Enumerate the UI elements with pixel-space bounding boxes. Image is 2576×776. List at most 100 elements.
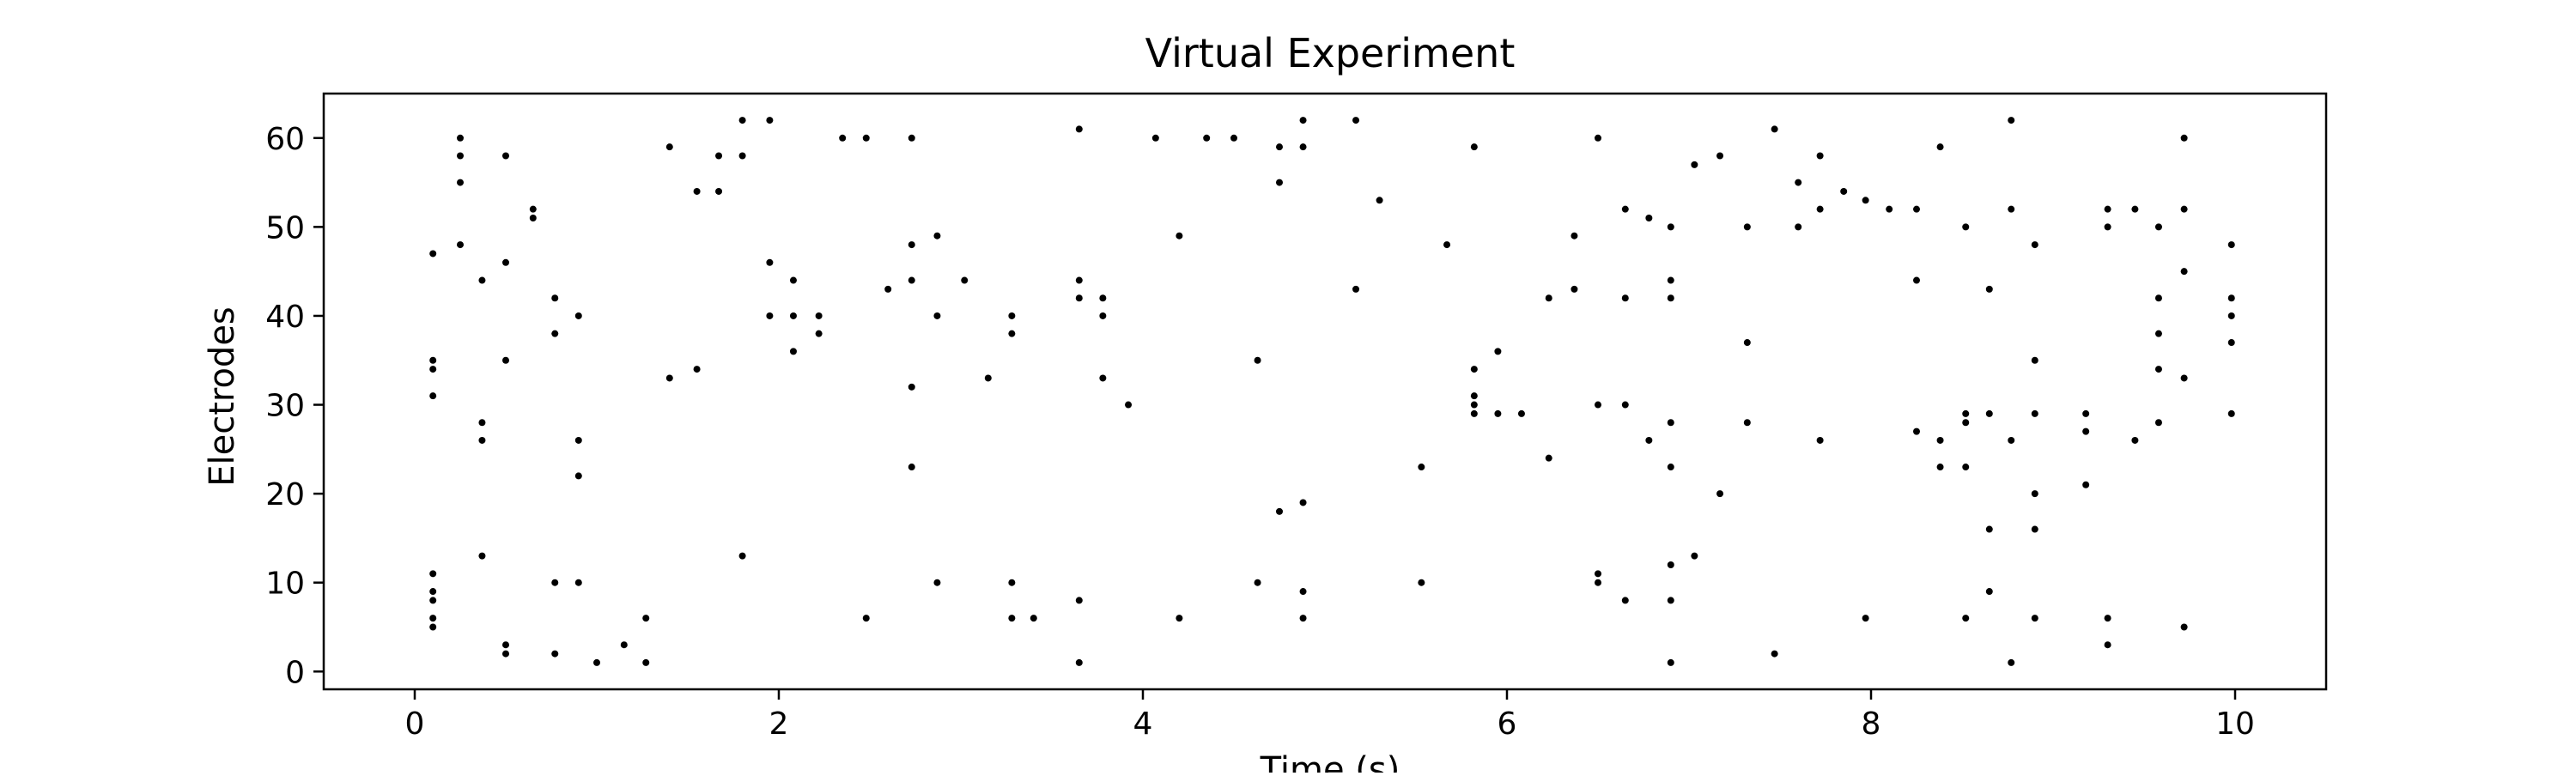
spike-point [2227, 241, 2235, 249]
spike-point [2104, 205, 2111, 213]
spike-point [1099, 294, 1107, 302]
spike-point [1030, 615, 1037, 622]
spike-point [2180, 268, 2188, 276]
spike-point [1913, 205, 1920, 213]
spike-point [715, 152, 723, 160]
spike-point [1470, 401, 1478, 409]
spike-point [715, 187, 723, 195]
spike-point [1008, 579, 1016, 586]
spike-point [1621, 597, 1629, 604]
x-tick-label: 8 [1862, 706, 1881, 742]
spike-point [1985, 525, 1993, 533]
spike-point [738, 552, 746, 560]
spike-point [2227, 294, 2235, 302]
x-tick-label: 10 [2215, 706, 2255, 742]
spike-point [1771, 650, 1778, 658]
spike-point [1075, 294, 1083, 302]
spike-point [2227, 312, 2235, 319]
spike-point [1962, 409, 1970, 417]
spike-point [642, 658, 650, 666]
spike-point [1470, 366, 1478, 373]
spike-point [2104, 223, 2111, 231]
y-axis-ticks: 0 10 20 30 40 50 60 [265, 122, 324, 690]
spike-point [815, 312, 823, 319]
spike-point [1470, 392, 1478, 400]
spike-point [478, 552, 486, 560]
plot-frame [322, 92, 2328, 691]
spike-point [1840, 187, 1848, 195]
spike-point [1254, 579, 1261, 586]
spike-point [551, 330, 559, 337]
spike-point [2180, 374, 2188, 382]
spike-point [1545, 454, 1552, 462]
spike-point [1913, 427, 1920, 435]
spike-point [1621, 401, 1629, 409]
y-tick-label: 20 [265, 477, 305, 512]
spike-point [933, 312, 941, 319]
spike-point [1667, 223, 1674, 231]
spike-point [1517, 409, 1525, 417]
spike-point [1176, 615, 1183, 622]
spike-point [2180, 623, 2188, 631]
spike-point [1008, 615, 1016, 622]
spike-point [574, 472, 582, 480]
spike-point [1299, 117, 1307, 124]
spike-point [2104, 615, 2111, 622]
spike-point [1621, 205, 1629, 213]
spike-point [908, 383, 915, 391]
spike-point [2082, 481, 2090, 488]
spike-point [429, 392, 437, 400]
spike-point [1299, 588, 1307, 596]
spike-point [766, 312, 774, 319]
spike-point [1008, 312, 1016, 319]
spike-point [1645, 215, 1653, 222]
spike-point [2008, 117, 2015, 124]
spike-point [502, 650, 509, 658]
spike-point [738, 152, 746, 160]
spike-point [457, 241, 464, 249]
spike-point [1862, 615, 1869, 622]
spike-point [1099, 374, 1107, 382]
spike-point [457, 179, 464, 186]
spike-point [2227, 409, 2235, 417]
spike-point [908, 464, 915, 471]
spike-point [620, 641, 628, 649]
spike-point [2082, 409, 2090, 417]
spike-point [1494, 409, 1502, 417]
spike-point [1936, 436, 1944, 444]
spike-point [1595, 134, 1601, 142]
spike-point [593, 658, 600, 666]
spike-point [2031, 409, 2038, 417]
spike-point [429, 597, 437, 604]
spike-point [1254, 356, 1261, 364]
spike-point [502, 152, 509, 160]
spike-point [1418, 579, 1425, 586]
spike-point [1691, 161, 1698, 168]
y-tick-label: 60 [265, 122, 305, 157]
spike-point [984, 374, 992, 382]
spike-point [1470, 143, 1478, 151]
spike-point [933, 579, 941, 586]
spike-point [429, 366, 437, 373]
spike-point [1299, 499, 1307, 506]
spike-point [2131, 205, 2139, 213]
spike-point [429, 588, 437, 596]
spike-point [1276, 179, 1283, 186]
spike-point [1667, 464, 1674, 471]
spike-point [1203, 134, 1211, 142]
spike-point [766, 258, 774, 266]
spike-point [574, 436, 582, 444]
spike-point [1962, 223, 1970, 231]
spike-point [2104, 641, 2111, 649]
spike-point [1276, 143, 1283, 151]
spike-point [1962, 464, 1970, 471]
spike-point [1962, 419, 1970, 427]
spike-point [1545, 294, 1552, 302]
spike-point [429, 356, 437, 364]
spike-point [1176, 232, 1183, 239]
spike-point [1771, 125, 1778, 133]
spike-point [2008, 205, 2015, 213]
spike-point [1962, 615, 1970, 622]
spike-point [1795, 179, 1802, 186]
spike-point [908, 241, 915, 249]
